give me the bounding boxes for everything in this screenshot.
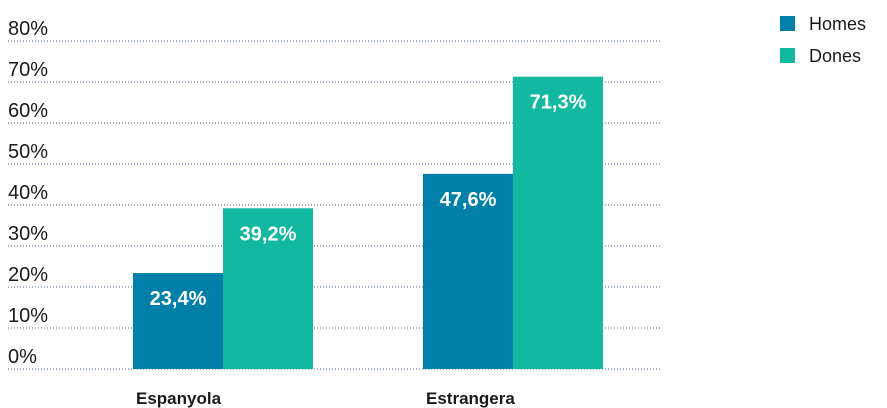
bar-dones-estrangera <box>513 76 603 370</box>
bar-homes-estrangera <box>423 173 513 369</box>
x-axis-categories: Espanyola Estrangera <box>136 389 515 408</box>
bars: 23,4% 39,2% 47,6% 71,3% <box>133 76 603 370</box>
legend-swatch-dones <box>780 48 795 63</box>
bar-homes-espanyola <box>133 273 223 369</box>
legend-swatch-homes <box>780 16 795 31</box>
legend-label-dones: Dones <box>809 46 861 66</box>
y-tick-label: 20% <box>8 264 48 286</box>
y-tick-label: 70% <box>8 59 48 81</box>
data-label-dones-espanyola: 39,2% <box>240 223 297 245</box>
y-tick-label: 40% <box>8 182 48 204</box>
y-tick-label: 80% <box>8 18 48 40</box>
legend-label-homes: Homes <box>809 14 866 34</box>
data-label-dones-estrangera: 71,3% <box>530 92 587 114</box>
y-tick-label: 60% <box>8 100 48 122</box>
legend: Homes Dones <box>780 14 866 66</box>
category-label-estrangera: Estrangera <box>426 389 515 408</box>
data-label-homes-espanyola: 23,4% <box>150 288 207 310</box>
y-axis-ticks: 0% 10% 20% 30% 40% 50% 60% 70% 80% <box>8 18 48 368</box>
y-tick-label: 0% <box>8 346 37 368</box>
bar-dones-espanyola <box>223 208 313 369</box>
data-label-homes-estrangera: 47,6% <box>440 189 497 211</box>
y-tick-label: 30% <box>8 223 48 245</box>
category-label-espanyola: Espanyola <box>136 389 222 408</box>
y-tick-label: 50% <box>8 141 48 163</box>
y-tick-label: 10% <box>8 305 48 327</box>
